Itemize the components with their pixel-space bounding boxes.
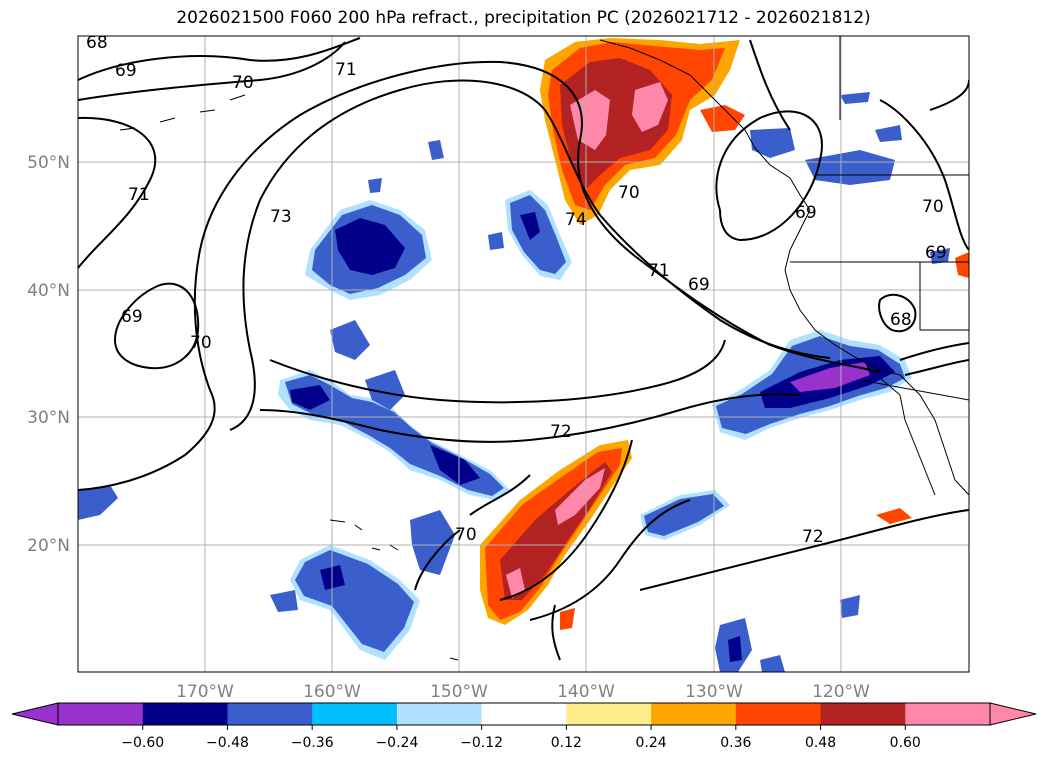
contour-label: 69 <box>115 61 137 81</box>
colorbar-tick-label: −0.60 <box>121 735 164 751</box>
contour-label: 71 <box>648 261 670 281</box>
contour-labels: 68 69 70 71 71 73 69 70 74 70 71 69 72 7… <box>86 33 947 547</box>
colorbar-extend-high <box>989 702 1037 726</box>
contour-label: 68 <box>890 310 912 330</box>
contour-label: 73 <box>270 207 292 227</box>
contour-label: 70 <box>232 73 254 93</box>
lon-label: 120°W <box>812 682 870 702</box>
lon-label: 130°W <box>685 682 743 702</box>
colorbar-swatch <box>905 703 991 725</box>
page-title: 2026021500 F060 200 hPa refract., precip… <box>176 8 871 28</box>
contour-label: 69 <box>925 243 947 263</box>
colorbar-tick-label: −0.36 <box>291 735 334 751</box>
colorbar-extend-low <box>11 702 59 726</box>
refractivity-contours <box>78 37 969 661</box>
colorbar-swatch <box>481 703 567 725</box>
lat-label: 30°N <box>27 408 70 428</box>
colorbar-swatch <box>820 703 906 725</box>
contour-label: 71 <box>128 185 150 205</box>
coastlines <box>119 36 969 661</box>
longitude-labels: 170°W 160°W 150°W 140°W 130°W 120°W <box>176 682 870 702</box>
map-frame <box>77 35 970 673</box>
colorbar-swatch <box>58 703 144 725</box>
colorbar-tick-label: 0.12 <box>551 735 582 751</box>
contour-label: 70 <box>618 183 640 203</box>
colorbar-outline <box>57 702 991 726</box>
colorbar-swatch <box>566 703 652 725</box>
colorbar-tick-label: −0.12 <box>460 735 503 751</box>
precip-positive-north <box>540 38 745 225</box>
contour-label: 71 <box>335 60 357 80</box>
colorbar-tick-label: 0.24 <box>636 735 667 751</box>
colorbar-swatch <box>312 703 398 725</box>
colorbar-swatch <box>651 703 737 725</box>
colorbar-tick-label: 0.60 <box>890 735 921 751</box>
lat-label: 20°N <box>27 536 70 556</box>
colorbar-tick-label: 0.36 <box>720 735 751 751</box>
colorbar-tick-label: 0.48 <box>805 735 836 751</box>
contour-label: 72 <box>550 422 572 442</box>
contour-label: 69 <box>688 275 710 295</box>
contour-label: 70 <box>922 197 944 217</box>
colorbar-swatch <box>142 703 228 725</box>
contour-label: 70 <box>190 333 212 353</box>
contour-label: 70 <box>455 525 477 545</box>
lon-label: 150°W <box>430 682 488 702</box>
lon-label: 170°W <box>176 682 234 702</box>
colorbar-tick-label: −0.24 <box>375 735 418 751</box>
precip-positive-south <box>480 252 969 630</box>
colorbar-swatch <box>735 703 822 725</box>
lon-label: 160°W <box>303 682 361 702</box>
contour-label: 69 <box>121 307 143 327</box>
contour-label: 68 <box>86 33 108 53</box>
colorbar-swatch <box>227 703 313 725</box>
lat-label: 50°N <box>27 153 70 173</box>
colorbar-tick-label: −0.48 <box>206 735 249 751</box>
latitude-labels: 50°N 40°N 30°N 20°N <box>27 153 70 556</box>
contour-label: 72 <box>802 527 824 547</box>
colorbar-swatch <box>396 703 483 725</box>
lon-label: 140°W <box>557 682 615 702</box>
colorbar: −0.60 −0.48 −0.36 −0.24 −0.12 0.12 0.24 0.36 0.4… <box>11 702 1037 751</box>
contour-label: 74 <box>565 210 587 230</box>
precip-negative-central <box>78 140 572 660</box>
lat-label: 40°N <box>27 281 70 301</box>
contour-label: 69 <box>795 203 817 223</box>
